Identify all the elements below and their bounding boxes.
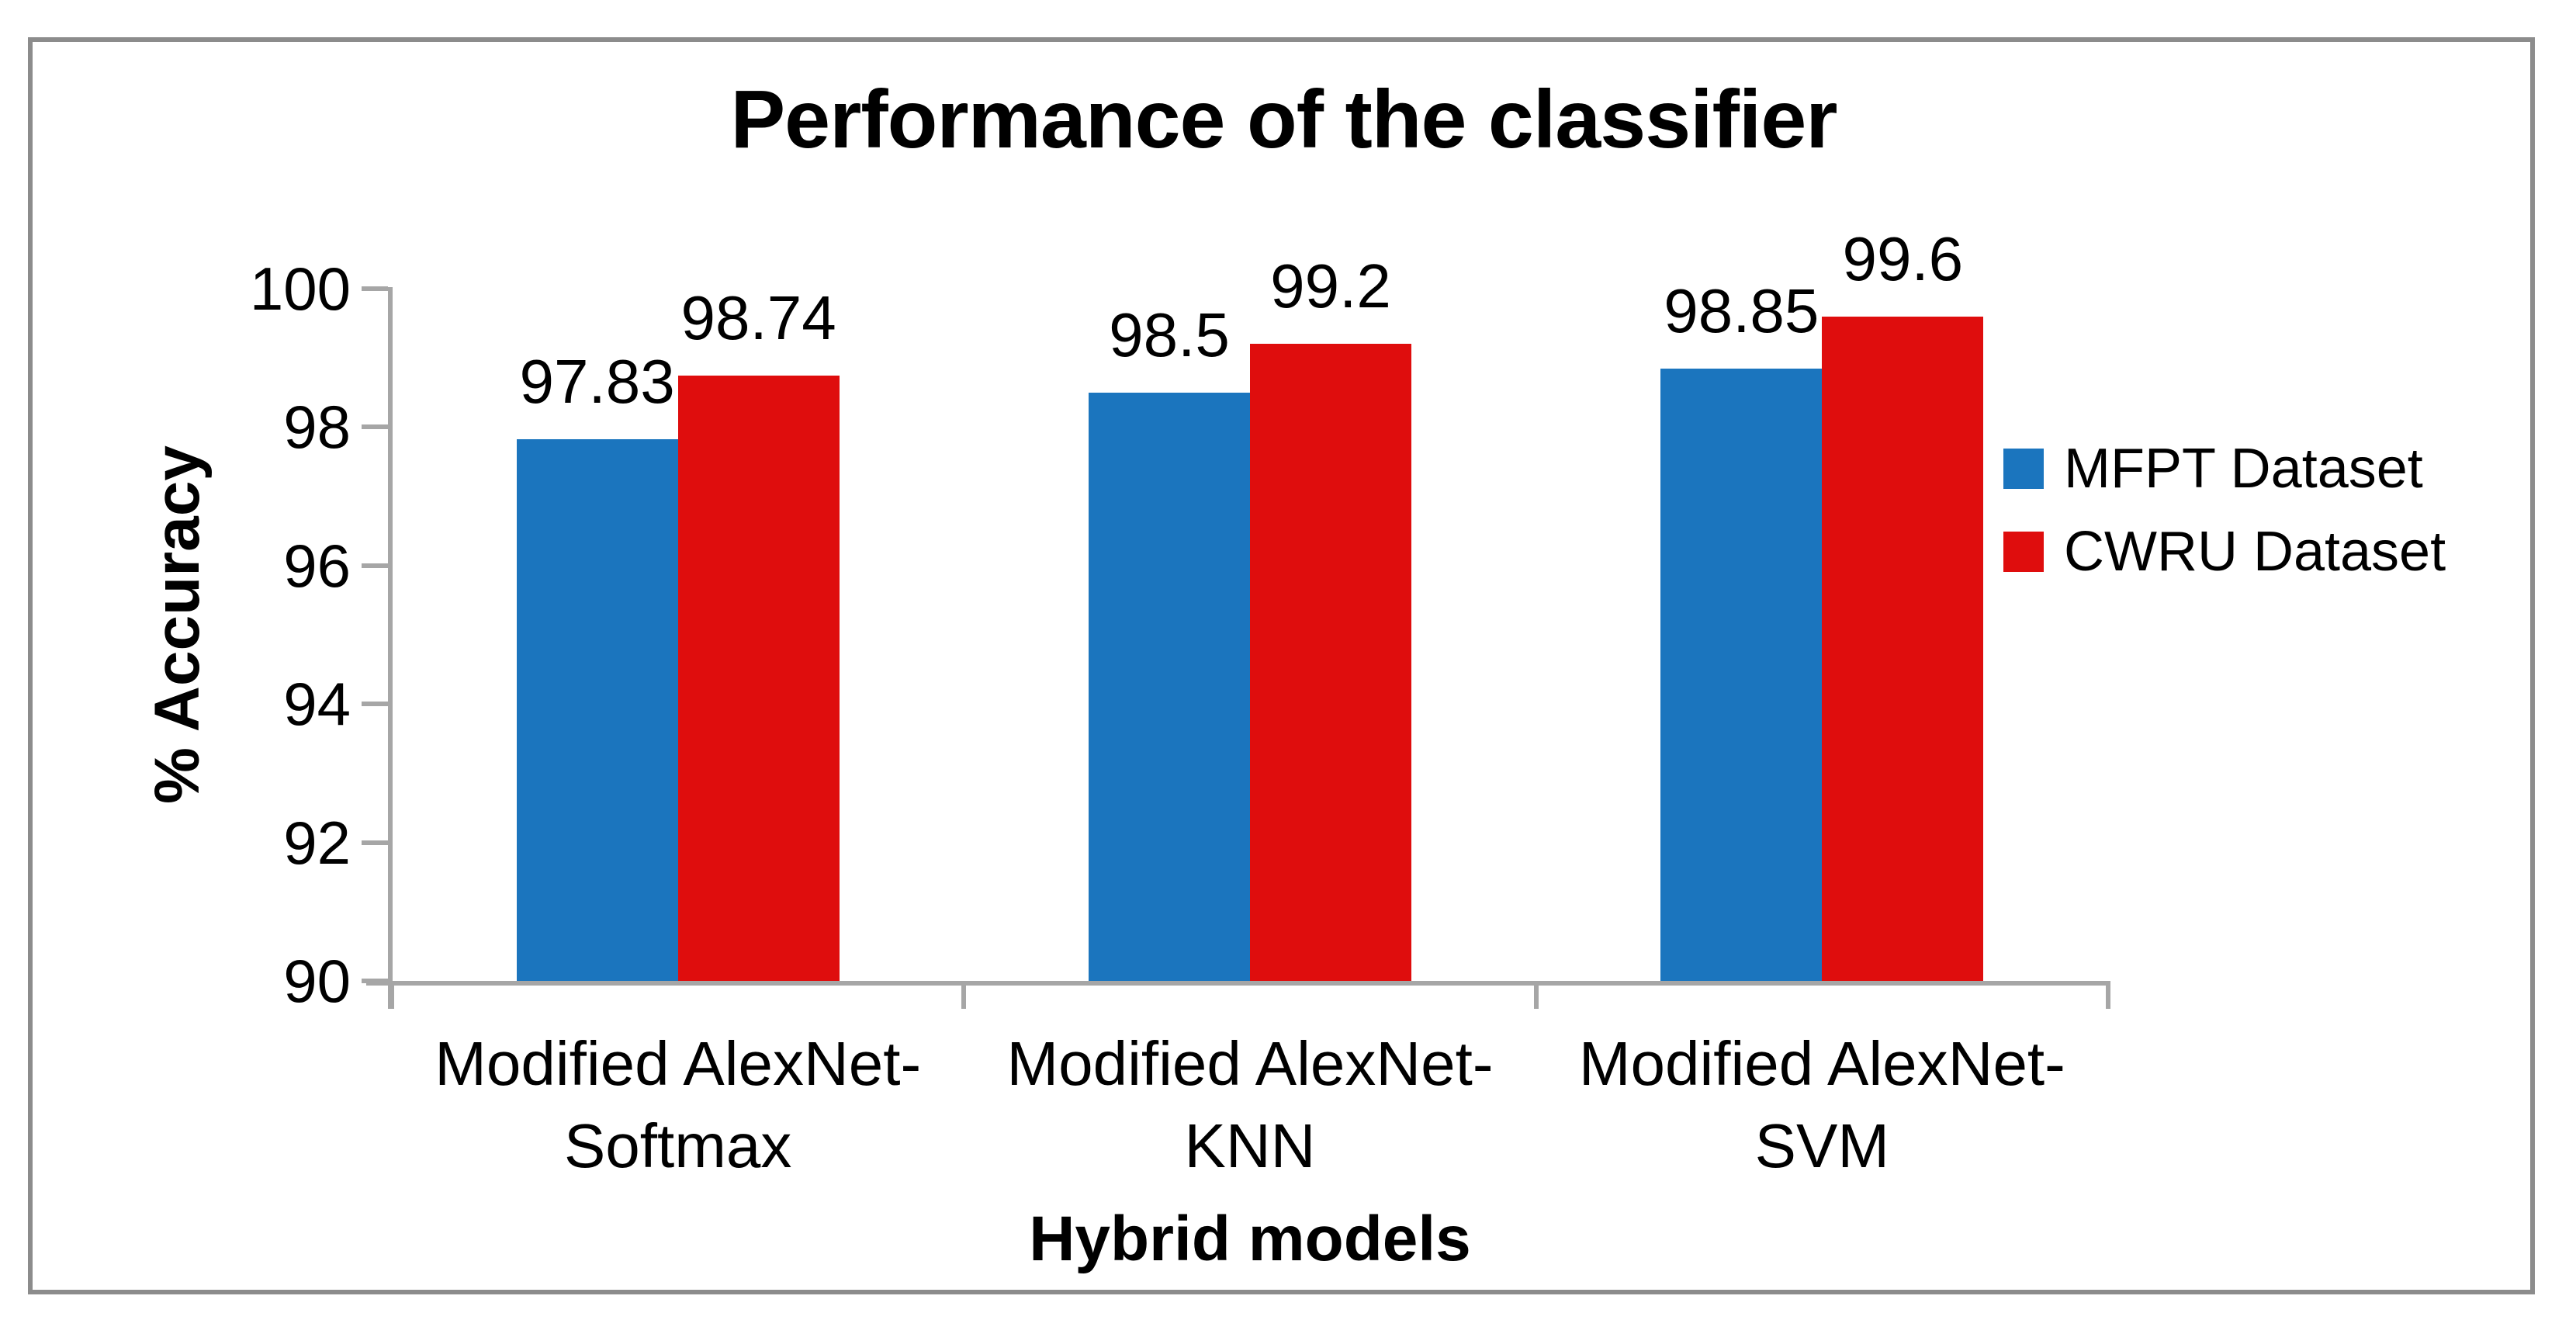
x-tick [390,981,394,1009]
legend-label: CWRU Dataset [2064,521,2446,583]
bar-mfpt-2 [1660,368,1823,981]
legend-item-mfpt: MFPT Dataset [2003,438,2484,500]
category-label: Modified AlexNet- KNN [1006,1029,1494,1180]
x-axis-title: Hybrid models [1029,1204,1471,1274]
y-tick-label: 96 [283,531,351,600]
legend-swatch [2003,532,2044,572]
y-tick [362,286,388,291]
bar-cwru-1 [1250,344,1411,981]
y-tick [362,702,388,707]
chart-title: Performance of the classifier [730,74,1837,165]
legend-item-cwru: CWRU Dataset [2003,521,2484,583]
y-tick [362,563,388,568]
y-tick-label: 100 [249,255,351,323]
bar-value-label: 97.83 [519,346,675,416]
bar-mfpt-0 [516,438,678,981]
bar-value-label: 98.5 [1109,300,1230,369]
bar-value-label: 99.6 [1842,223,1964,293]
bar-cwru-0 [677,376,840,981]
y-axis-line [388,287,393,1009]
bar-value-label: 98.85 [1664,275,1819,345]
y-tick-label: 90 [283,947,351,1015]
bar-value-label: 99.2 [1270,251,1391,321]
legend-swatch [2003,449,2044,489]
bar-mfpt-1 [1089,392,1250,981]
x-tick [2106,981,2110,1009]
x-tick [1533,981,1539,1009]
bar-value-label: 98.74 [680,283,836,353]
x-tick [961,981,967,1009]
y-tick-label: 92 [283,808,351,877]
x-axis-line [366,981,2110,986]
y-tick-label: 94 [283,670,351,739]
y-tick [362,840,388,845]
category-label: Modified AlexNet- Softmax [435,1029,922,1180]
y-tick [362,979,388,983]
y-tick [362,424,388,430]
y-tick-label: 98 [283,393,351,462]
legend-label: MFPT Dataset [2064,438,2423,500]
category-label: Modified AlexNet- SVM [1578,1029,2065,1180]
bar-cwru-2 [1822,316,1984,981]
